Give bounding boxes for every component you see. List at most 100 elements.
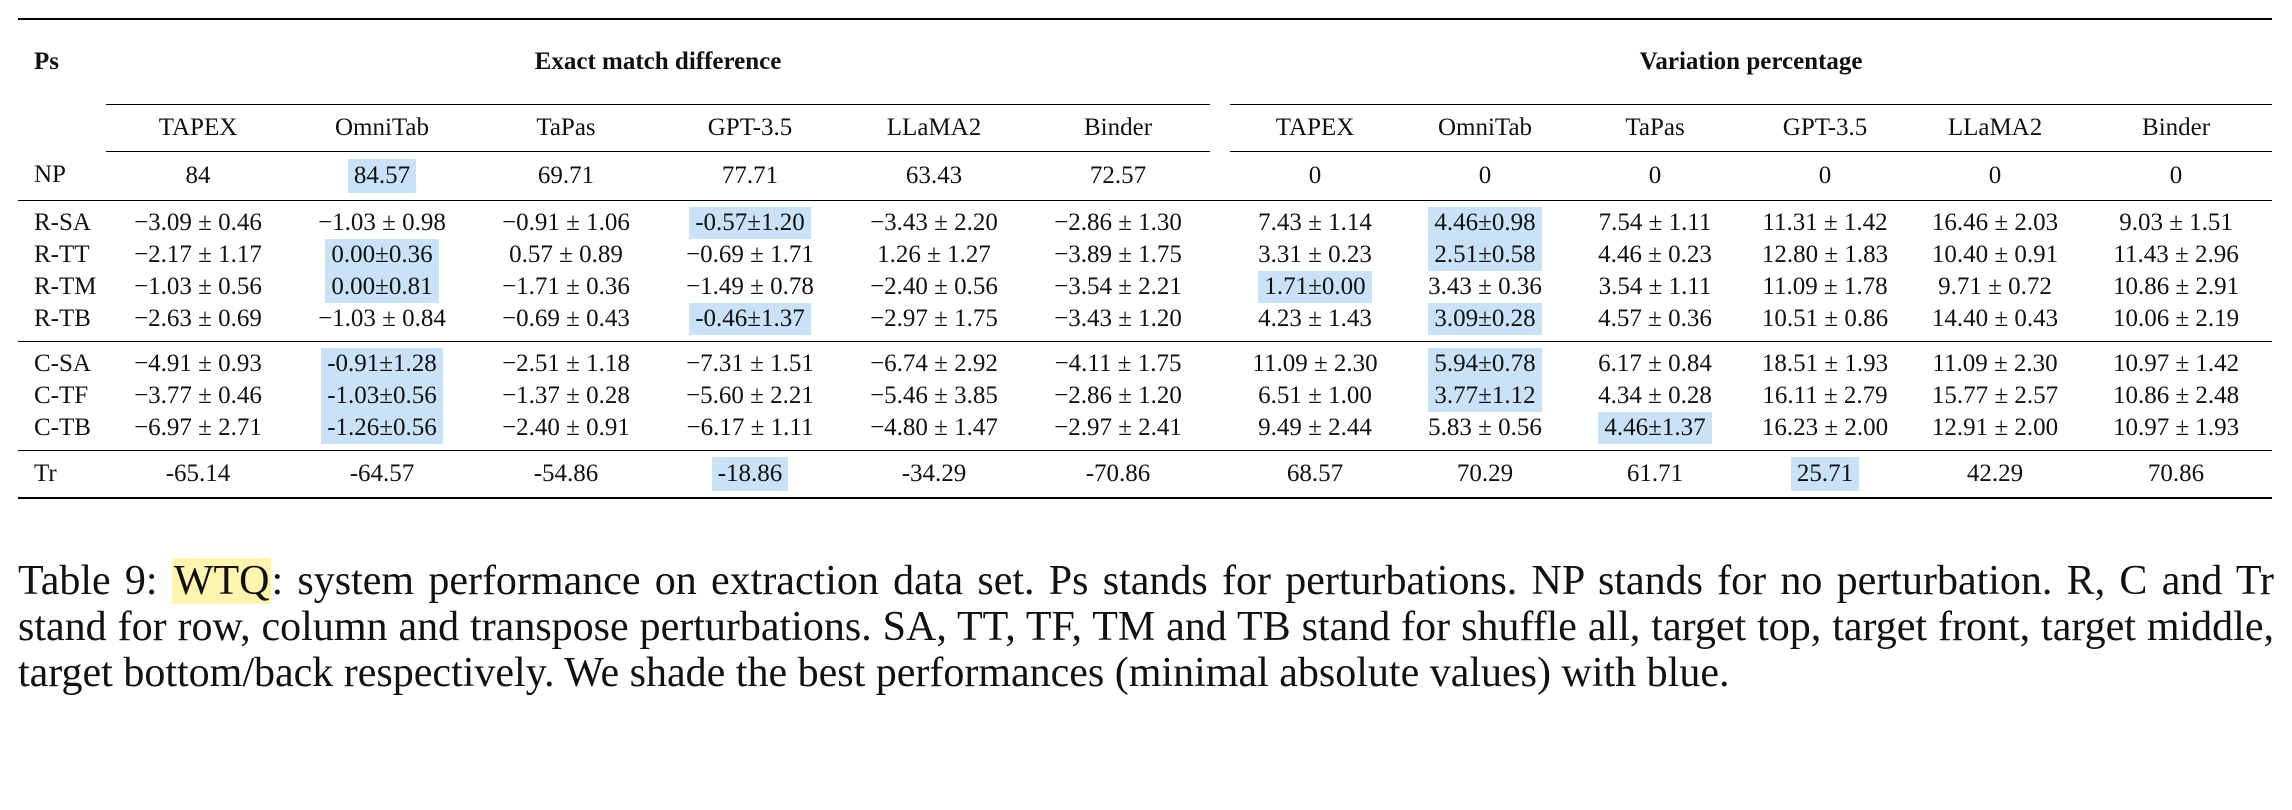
table-cell: 18.51 ± 1.93: [1740, 340, 1911, 380]
table-row: C-TB −6.97 ± 2.71 -1.26±0.56 −2.40 ± 0.91 −6…: [18, 411, 2272, 451]
table-cell: -70.86: [1026, 449, 1211, 499]
table-cell: 4.46 ± 0.23: [1598, 240, 1712, 268]
table-cell: 11.09 ± 2.30: [1230, 340, 1401, 380]
model-header-vp-tapas: TaPas: [1570, 103, 1741, 152]
table-cell: 84.57: [290, 151, 474, 201]
table-cell: −3.77 ± 0.46: [134, 381, 262, 409]
table-cell: 0: [1740, 151, 1911, 201]
table-cell: −6.74 ± 2.92: [842, 340, 1026, 380]
model-header-vp-llama2: LLaMA2: [1910, 103, 2081, 152]
table-cell: 16.11 ± 2.79: [1762, 381, 1888, 409]
table-cell: 14.40 ± 0.43: [1931, 304, 2059, 332]
table-cell: −4.11 ± 1.75: [1026, 340, 1211, 380]
best-value-highlight: -1.03±0.56: [321, 379, 443, 412]
table-cell: −2.97 ± 1.75: [870, 304, 998, 332]
table-cell: 69.71: [474, 151, 658, 201]
model-header-gap: [1210, 104, 1230, 151]
table-cell: 61.71: [1570, 449, 1741, 499]
model-header-vp-omnitab: OmniTab: [1400, 103, 1571, 152]
table-cell: 72.57: [1026, 151, 1211, 201]
caption-dataset-tag: WTQ: [171, 558, 272, 604]
table-cell: 10.40 ± 0.91: [1931, 240, 2059, 268]
table-cell: 11.43 ± 2.96: [2113, 240, 2239, 268]
table-cell: −2.40 ± 0.91: [502, 413, 630, 441]
table-cell: 11.09 ± 1.78: [1762, 272, 1888, 300]
table-cell: −2.97 ± 2.41: [1054, 413, 1182, 441]
caption-text: : system performance on extraction data …: [18, 558, 2274, 696]
group-header-row: Ps Exact match difference Variation perc…: [18, 18, 2273, 104]
table-cell: 0.00±0.81: [290, 270, 474, 303]
table-cell: −5.60 ± 2.21: [686, 381, 814, 409]
table-cell: -18.86: [658, 449, 842, 499]
table-cell: 11.09 ± 2.30: [1910, 340, 2081, 380]
table-cell: 10.86 ± 2.91: [2112, 272, 2240, 300]
model-header-vp-tapex: TAPEX: [1230, 103, 1401, 152]
table-cell: -1.03±0.56: [290, 379, 474, 412]
table-cell: 0: [1910, 151, 2081, 201]
table-cell: 4.23 ± 1.43: [1258, 304, 1372, 332]
table-row: Tr -65.14 -64.57 -54.86 -18.86 -34.29 -70.86 68…: [18, 449, 2273, 499]
table-cell: −3.43 ± 1.20: [1054, 304, 1182, 332]
table-cell: −7.31 ± 1.51: [658, 340, 842, 380]
table-cell: −0.69 ± 1.71: [686, 240, 814, 268]
table-cell: −2.51 ± 1.18: [474, 340, 658, 380]
table-cell: −2.86 ± 1.20: [1054, 381, 1182, 409]
table-cell: 6.51 ± 1.00: [1258, 381, 1372, 409]
table-cell: 0: [1230, 151, 1401, 201]
table-cell: 3.54 ± 1.11: [1598, 272, 1712, 300]
table-cell: 0: [1400, 151, 1571, 201]
model-header-vp-binder: Binder: [2080, 103, 2273, 152]
table-cell: -0.91±1.28: [290, 340, 474, 380]
table-cell: 15.77 ± 2.57: [1931, 381, 2059, 409]
table-cell: −3.89 ± 1.75: [1054, 240, 1182, 268]
table-cell: −0.91 ± 1.06: [474, 199, 658, 239]
group-header-variation: Variation percentage: [1230, 18, 2273, 104]
table-row: NP 84 84.57 69.71 77.71 63.43 72.57 0 0 0 0 0 0: [18, 151, 2273, 201]
table-cell: −1.03 ± 0.56: [134, 272, 262, 300]
row-label: C-TF: [34, 381, 89, 409]
table-cell: 4.46±0.98: [1400, 199, 1571, 239]
row-label: Tr: [18, 449, 106, 499]
best-value-highlight: 0.00±0.81: [325, 270, 439, 303]
table-cell: 4.46±1.37: [1570, 411, 1740, 451]
table-cell: 16.46 ± 2.03: [1910, 199, 2081, 239]
table-cell: 5.94±0.78: [1400, 340, 1571, 380]
table-cell: 10.51 ± 0.86: [1761, 304, 1889, 332]
best-value-highlight: 0.00±0.36: [325, 238, 439, 271]
table-cell: 0.57 ± 0.89: [509, 240, 623, 268]
row-label: R-TT: [34, 240, 90, 268]
model-header-row: TAPEX OmniTab TaPas GPT-3.5 LLaMA2 Binder TAPE…: [18, 103, 2273, 152]
table-row: C-TF −3.77 ± 0.46 -1.03±0.56 −1.37 ± 0.28 −5…: [18, 379, 2272, 412]
row-label: C-TB: [34, 413, 91, 441]
table-cell: 4.57 ± 0.36: [1598, 304, 1712, 332]
table-row: C-SA −4.91 ± 0.93 -0.91±1.28 −2.51 ± 1.18 −7…: [18, 340, 2273, 380]
model-header-em-llama2: LLaMA2: [842, 103, 1026, 152]
table-cell: 63.43: [842, 151, 1026, 201]
table-cell: 0: [2080, 151, 2273, 201]
best-value-highlight: 4.46±1.37: [1598, 411, 1712, 444]
table-cell: −1.71 ± 0.36: [502, 272, 630, 300]
model-header-spacer: [18, 104, 106, 151]
table-cell: −2.40 ± 0.56: [870, 272, 998, 300]
table-cell: 2.51±0.58: [1400, 238, 1570, 271]
best-value-highlight: -0.46±1.37: [689, 302, 811, 335]
table-cell: -0.46±1.37: [658, 302, 842, 342]
results-table: Ps Exact match difference Variation perc…: [18, 18, 2273, 499]
table-cell: 10.97 ± 1.42: [2080, 340, 2273, 380]
table-cell: 6.17 ± 0.84: [1570, 340, 1741, 380]
table-row: R-TT −2.17 ± 1.17 0.00±0.36 0.57 ± 0.89 −0.6…: [18, 238, 2272, 271]
best-value-highlight: 4.46±0.98: [1428, 206, 1542, 239]
table-cell: 0.00±0.36: [290, 238, 474, 271]
table-cell: 11.31 ± 1.42: [1740, 199, 1911, 239]
table-cell: 84: [106, 151, 290, 201]
ps-header: Ps: [18, 18, 106, 104]
row-label: R-TM: [34, 272, 97, 300]
row-label: NP: [18, 151, 106, 201]
table-cell: 4.34 ± 0.28: [1598, 381, 1712, 409]
table-cell: 42.29: [1910, 449, 2081, 499]
table-caption: Table 9: WTQ: system performance on extr…: [18, 558, 2274, 696]
model-header-em-gpt-3-5: GPT-3.5: [658, 103, 842, 152]
table-cell: −6.97 ± 2.71: [134, 413, 262, 441]
table-cell: 16.23 ± 2.00: [1761, 413, 1889, 441]
best-value-highlight: 25.71: [1790, 456, 1860, 491]
